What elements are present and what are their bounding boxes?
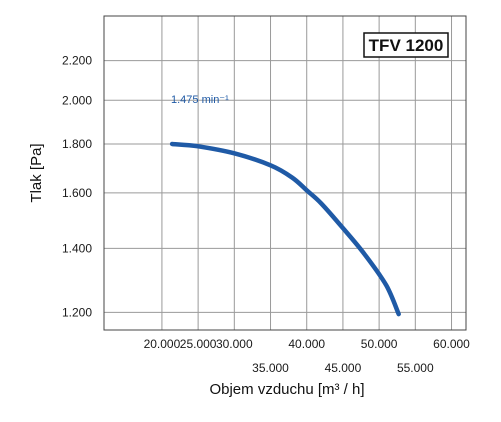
x-gridlines bbox=[161, 16, 453, 330]
series-group bbox=[169, 141, 401, 317]
y-tick-label: 2.000 bbox=[62, 93, 92, 107]
y-tick-label: 2.200 bbox=[62, 54, 92, 68]
model-badge-box bbox=[363, 32, 449, 58]
model-badge: TFV 1200 bbox=[363, 32, 449, 58]
plot-frame bbox=[103, 15, 467, 331]
x-tick-label: 20.000 bbox=[144, 337, 181, 351]
x-tick-label: 30.000 bbox=[216, 337, 253, 351]
series-line bbox=[169, 141, 401, 317]
y-axis-title: Tlak [Pa] bbox=[28, 143, 45, 202]
y-tick-label: 1.600 bbox=[62, 186, 92, 200]
x-tick-label: 60.000 bbox=[433, 337, 470, 351]
x-axis-title: Objem vzduchu [m³ / h] bbox=[209, 381, 364, 398]
y-tick-labels: 1.200 1.400 1.600 1.800 2.000 2.200 bbox=[62, 54, 92, 320]
x-tick-label: 50.000 bbox=[361, 337, 398, 351]
series-label: 1.475 min⁻¹ bbox=[171, 94, 229, 106]
model-badge-label: TFV 1200 bbox=[369, 36, 444, 55]
x-tick-label: 55.000 bbox=[397, 361, 434, 375]
x-tick-label: 40.000 bbox=[288, 337, 325, 351]
y-tick-label: 1.800 bbox=[62, 137, 92, 151]
y-gridlines bbox=[104, 60, 466, 313]
x-tick-label: 45.000 bbox=[325, 361, 362, 375]
y-tick-label: 1.400 bbox=[62, 241, 92, 255]
x-tick-label: 35.000 bbox=[252, 361, 289, 375]
x-tick-label: 25.000 bbox=[180, 337, 217, 351]
y-tick-label: 1.200 bbox=[62, 305, 92, 319]
